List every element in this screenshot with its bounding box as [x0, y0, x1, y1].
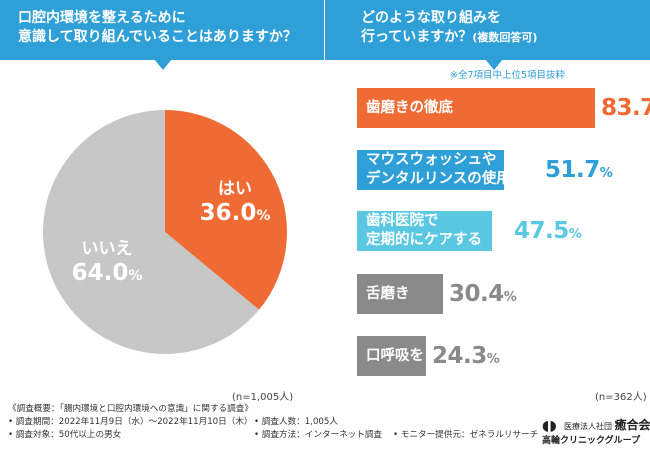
left-question-line2: 意識して取り組んでいることはありますか？ [18, 29, 297, 45]
survey-period: • 調査期間：2022年11月9日（水）～2022年11月10日（木） [8, 417, 253, 427]
bar-value-4: 30.4% [449, 281, 517, 307]
pie-slice-yes [165, 110, 288, 310]
bar-value-1: 83.7% [601, 95, 650, 121]
bar-value-number-5: 24.3 [432, 343, 487, 369]
right-question-line2-main: 行っていますか？ [361, 29, 473, 45]
bar-value-number-3: 47.5 [514, 218, 569, 244]
bar-value-number-4: 30.4 [449, 281, 504, 307]
pie-label-no-value: 64.0% [62, 260, 152, 286]
bar-label-5: 口呼吸をしない [366, 347, 468, 365]
right-question-banner: どのような取り組みを 行っていますか？(複数回答可) [325, 0, 650, 60]
top-items-note: ※全7項目中上位5項目抜粋 [450, 70, 566, 81]
logo-org-prefix: 医療法人社団 [564, 422, 612, 431]
pie-label-yes-text: はい [218, 179, 252, 199]
right-banner-pointer [485, 59, 503, 70]
bar-label-4: 舌磨き [366, 285, 410, 303]
right-n-label: (n=362人) [595, 392, 647, 403]
left-question-banner: 口腔内環境を整えるために 意識して取り組んでいることはありますか？ [0, 0, 325, 60]
bar-value-3: 47.5% [514, 218, 582, 244]
right-question-line1: どのような取り組みを [361, 10, 501, 26]
bar-label-1-line-1: 歯磨きの徹底 [366, 100, 453, 116]
right-question-line2: 行っていますか？(複数回答可) [361, 28, 636, 47]
bar-value-unit-5: % [486, 352, 500, 367]
bar-value-unit-3: % [568, 227, 582, 242]
bar-label-1: 歯磨きの徹底 [366, 99, 453, 117]
bar-value-number-2: 51.7 [545, 157, 600, 183]
right-question-note: (複数回答可) [472, 31, 538, 44]
survey-provider: • モニター提供元：ゼネラルリサーチ [393, 430, 539, 440]
logo-org-name: 癒合会 [614, 418, 650, 432]
logo-mark-icon: ◖◗ [542, 418, 557, 434]
pie-label-no: いいえ 64.0% [62, 239, 152, 286]
bar-label-4-line-1: 舌磨き [366, 286, 410, 302]
pie-no-unit: % [128, 267, 143, 284]
bar-label-3: 歯科医院で定期的にケアする [366, 212, 482, 250]
left-question-line1: 口腔内環境を整えるために [18, 10, 186, 26]
pie-no-number: 64.0 [71, 259, 129, 286]
bar-2: マウスウォッシュや デンタルリンスの使用 [357, 150, 511, 190]
pie-label-yes: はい 36.0% [195, 179, 275, 226]
pie-yes-number: 36.0 [199, 199, 257, 226]
bar-value-2: 51.7% [545, 157, 613, 183]
bar-3: 歯科医院で定期的にケアする [357, 211, 492, 251]
left-n-label: (n=1,005人) [232, 392, 294, 403]
bar-label-3-line-1: 歯科医院で [366, 213, 439, 229]
bar-4: 舌磨き [357, 274, 443, 314]
left-banner-pointer [154, 59, 172, 70]
bar-label-5-line-1: 口呼吸をしない [366, 348, 468, 364]
survey-method: • 調査方法：インターネット調査 [254, 430, 383, 440]
bar-label-2: マウスウォッシュや デンタルリンスの使用 [366, 151, 511, 189]
pie-slice-no [42, 110, 260, 354]
pie-yes-unit: % [256, 207, 271, 224]
bar-1: 歯磨きの徹底 [357, 88, 595, 128]
bar-value-unit-4: % [503, 290, 517, 305]
survey-title: 《調査概要：「腸内環境と口腔内環境への意識」に関する調査》 [8, 404, 253, 414]
bar-5: 口呼吸をしない [357, 336, 468, 376]
survey-target: • 調査対象：50代以上の男女 [8, 430, 122, 440]
logo-clinic-name: 高輪クリニックグループ [542, 436, 641, 446]
logo-org-line: 医療法人社団 癒合会 [564, 416, 650, 433]
pie-label-yes-value: 36.0% [195, 200, 275, 226]
pie-label-no-text: いいえ [81, 239, 133, 259]
survey-respondents: • 調査人数：1,005人 [254, 417, 338, 427]
bar-label-3-line-2: 定期的にケアする [366, 232, 482, 248]
bar-value-unit-2: % [599, 166, 613, 181]
bar-label-2-line-1: マウスウォッシュや [366, 152, 497, 168]
bar-value-number-1: 83.7 [601, 95, 650, 121]
bar-value-5: 24.3% [432, 343, 500, 369]
pie-chart [42, 110, 288, 354]
clinic-logo: ◖◗ 医療法人社団 癒合会 高輪クリニックグループ [542, 412, 650, 448]
bar-label-2-line-2: デンタルリンスの使用 [366, 171, 511, 187]
